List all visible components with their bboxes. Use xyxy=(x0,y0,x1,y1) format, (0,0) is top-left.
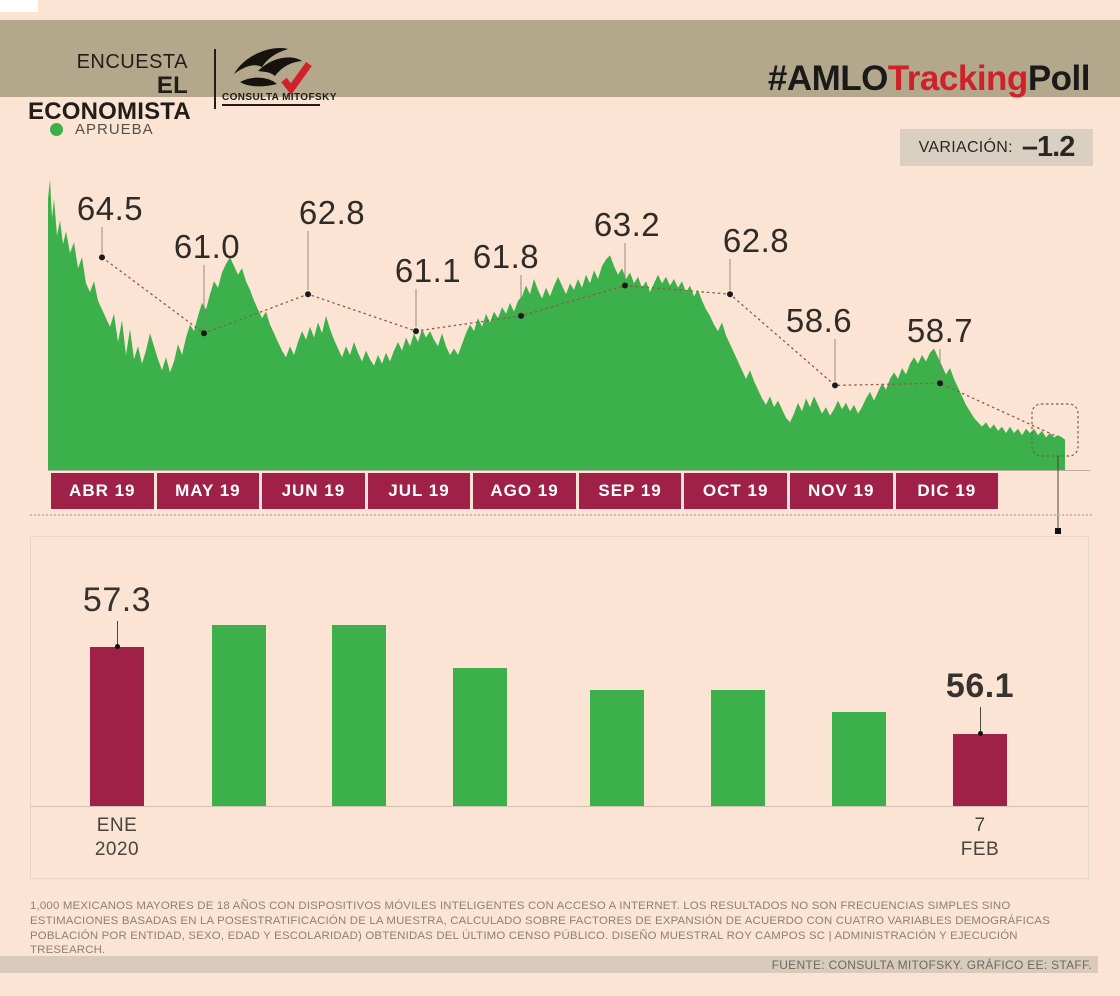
month-axis-box: DIC 19 xyxy=(895,473,999,509)
bar-highlight xyxy=(90,646,144,806)
monthly-average-label: 63.2 xyxy=(593,206,661,243)
legend: APRUEBA xyxy=(50,121,154,138)
monthly-average-dot xyxy=(937,380,943,387)
last-bar-dot xyxy=(977,731,983,736)
consulta-mitofsky-wordmark: CONSULTA MITOFSKY xyxy=(222,92,336,106)
hashtag-part-tracking: Tracking xyxy=(887,58,1028,98)
last-bar-label: 56.1 xyxy=(945,667,1015,705)
bar-baseline xyxy=(31,806,1088,807)
title-hashtag: #AMLO Tracking Poll xyxy=(767,40,1091,117)
header-kicker: ENCUESTA xyxy=(76,51,188,73)
monthly-average-label: 62.8 xyxy=(722,222,790,259)
legend-label: APRUEBA xyxy=(75,121,154,138)
monthly-average-dot xyxy=(413,328,419,335)
publisher-block: ENCUESTA EL ECONOMISTA xyxy=(28,51,191,126)
source-strip: FUENTE: CONSULTA MITOFSKY. GRÁFICO EE: S… xyxy=(0,956,1098,973)
month-axis-box: JUN 19 xyxy=(262,473,365,509)
month-axis-box: JUL 19 xyxy=(367,473,471,509)
month-axis-box: SEP 19 xyxy=(578,473,682,509)
monthly-average-label: 64.5 xyxy=(76,190,144,227)
monthly-average-dot xyxy=(832,382,838,389)
bar-highlight xyxy=(953,733,1007,806)
monthly-average-dot xyxy=(305,291,311,298)
first-bar-category: ENE 2020 xyxy=(94,815,140,860)
variation-label: VARIACIÓN: xyxy=(918,138,1013,156)
month-axis-box: AGO 19 xyxy=(473,473,576,509)
month-axis-box: NOV 19 xyxy=(789,473,893,509)
bar-value xyxy=(453,668,507,806)
bar-value xyxy=(590,690,644,806)
bar-value xyxy=(711,690,765,806)
trend-line xyxy=(101,256,1059,438)
axis-dotted-rule xyxy=(30,514,1092,516)
bar-value xyxy=(212,624,266,806)
source-text: FUENTE: CONSULTA MITOFSKY. GRÁFICO EE: S… xyxy=(771,957,1092,972)
first-bar-leader-line xyxy=(117,621,118,645)
methodology-note: 1,000 MEXICANOS MAYORES DE 18 AÑOS CON D… xyxy=(30,900,1050,957)
monthly-average-label: 61.8 xyxy=(472,238,540,275)
top-left-artifact xyxy=(0,0,38,12)
header-divider xyxy=(214,49,216,109)
last-bar-leader-line xyxy=(980,707,981,732)
monthly-average-dot xyxy=(201,330,207,337)
first-bar-label: 57.3 xyxy=(82,581,152,619)
bar-value xyxy=(332,624,386,806)
monthly-average-dot xyxy=(99,254,105,261)
legend-dot-icon xyxy=(50,123,63,136)
consulta-mitofsky-logo-icon xyxy=(234,48,312,94)
approval-area xyxy=(48,179,1065,470)
zoom-connector-dot xyxy=(1055,528,1061,534)
variation-badge: VARIACIÓN: –1.2 xyxy=(900,129,1093,166)
month-axis-box: OCT 19 xyxy=(684,473,787,509)
detail-bar-chart-panel: 57.3 ENE 2020 56.1 7 FEB xyxy=(30,536,1089,879)
monthly-average-label: 58.7 xyxy=(906,312,974,349)
monthly-average-dot xyxy=(518,312,524,319)
bar-value xyxy=(832,711,886,806)
hashtag-part-amlo: #AMLO xyxy=(767,58,889,98)
month-axis-box: MAY 19 xyxy=(156,473,260,509)
monthly-average-label: 58.6 xyxy=(785,302,853,339)
variation-value: –1.2 xyxy=(1021,131,1075,163)
monthly-average-dot xyxy=(727,291,733,298)
month-axis-box: ABR 19 xyxy=(51,473,154,509)
first-bar-dot xyxy=(114,644,120,649)
monthly-average-label: 61.0 xyxy=(173,228,241,265)
approval-area-chart xyxy=(48,179,1090,534)
last-bar-category: 7 FEB xyxy=(960,815,1000,860)
month-axis: ABR 19 MAY 19 JUN 19 JUL 19 AGO 19 SEP 19 OCT … xyxy=(51,473,999,509)
header-band: ENCUESTA EL ECONOMISTA CONSULTA MITOFSKY… xyxy=(0,20,1120,125)
monthly-average-label: 61.1 xyxy=(394,252,462,289)
hashtag-part-poll: Poll xyxy=(1027,58,1091,98)
monthly-average-dot xyxy=(622,282,628,289)
monthly-average-label: 62.8 xyxy=(298,194,366,231)
publisher-name: EL ECONOMISTA xyxy=(28,72,191,126)
